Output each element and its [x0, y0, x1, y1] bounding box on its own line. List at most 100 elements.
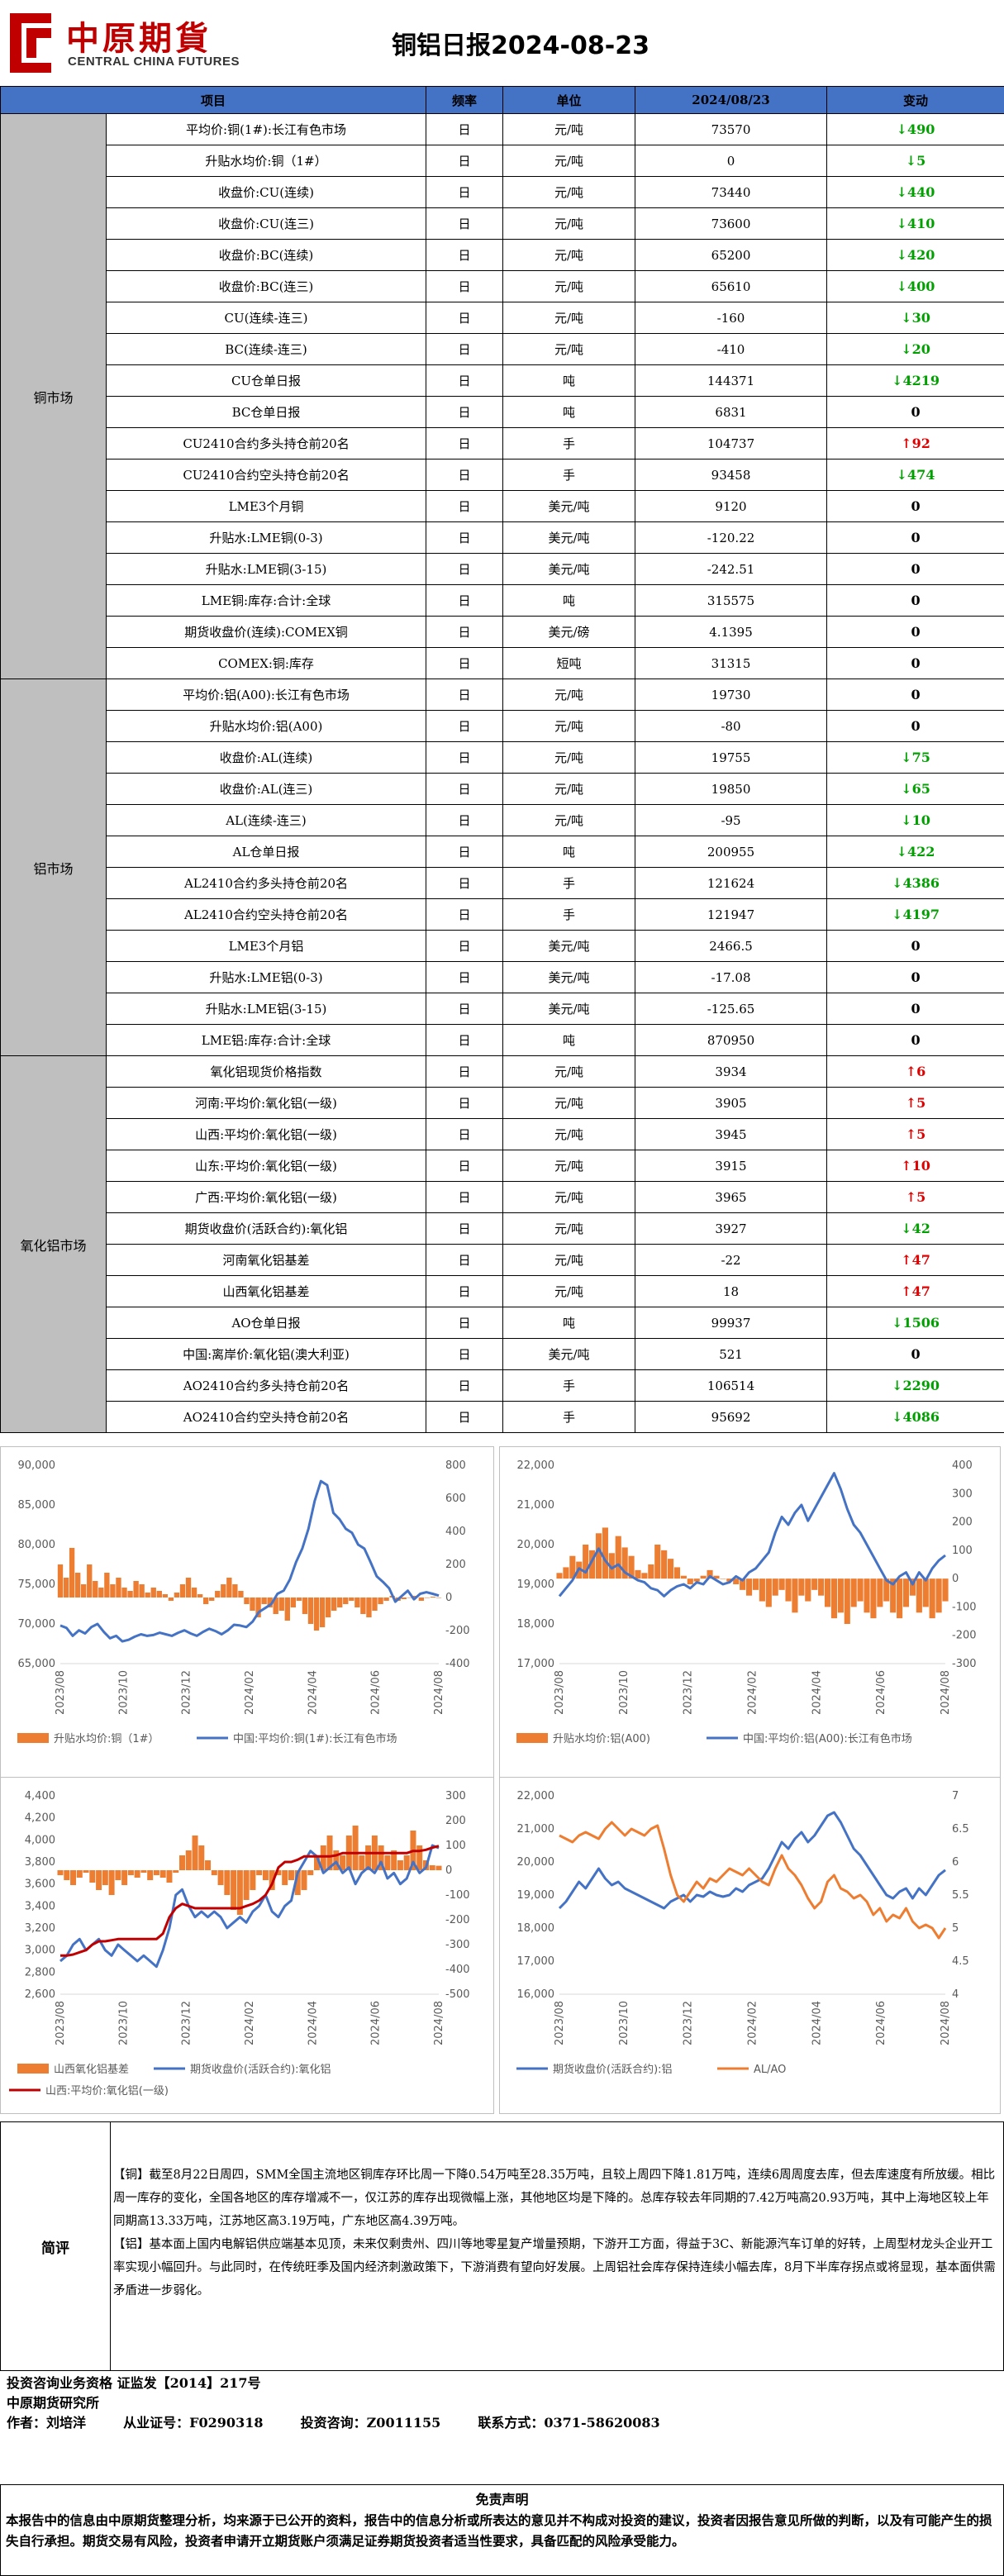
change-value: 0: [911, 938, 921, 954]
summary-section: 简评 【铜】截至8月22日周四，SMM全国主流地区铜库存环比周一下降0.54万吨…: [0, 2121, 1004, 2371]
bar-mark: [173, 1870, 179, 1873]
bar-mark: [178, 1855, 185, 1870]
bar-mark: [883, 1578, 890, 1602]
disclaimer-section: 免责声明 本报告中的信息由中原期货整理分析，均来源于已公开的资料，报告中的信息分…: [0, 2484, 1004, 2576]
change-value: 5: [916, 1189, 926, 1205]
item-name-cell: 河南氧化铝基差: [105, 1244, 427, 1276]
frequency-cell: 日: [426, 239, 504, 271]
bar-mark: [589, 1550, 596, 1579]
unit-cell: 元/吨: [502, 710, 636, 742]
table-row: AO2410合约空头持仓前20名日手 95692 ↓4086: [1, 1401, 1004, 1433]
y-right-tick-label: 100: [952, 1545, 973, 1557]
bar-mark: [221, 1584, 226, 1598]
bar-mark: [372, 1598, 378, 1611]
table-row: 升贴水:LME铝(3-15) 日美元/吨 -125.65 0: [1, 993, 1004, 1025]
series-line: [558, 1472, 946, 1598]
value-cell: 870950: [635, 1024, 828, 1056]
bar-mark: [121, 1870, 128, 1885]
change-value: 5: [916, 1126, 926, 1142]
bar-mark: [693, 1578, 700, 1582]
bar-mark: [275, 1870, 282, 1875]
y-right-tick-label: 0: [445, 1864, 452, 1877]
y-left-tick-label: 90,000: [18, 1459, 56, 1472]
bar-mark: [635, 1569, 641, 1579]
frequency-cell: 日: [426, 1369, 504, 1402]
bar-mark: [69, 1548, 75, 1598]
change-value: 47: [911, 1252, 930, 1268]
change-value: 30: [911, 310, 930, 326]
item-name-cell: 广西:平均价:氧化铝(一级): [105, 1181, 427, 1213]
bar-mark: [256, 1870, 263, 1875]
table-row: LME铜:库存:合计:全球日吨 315575 0: [1, 584, 1004, 617]
item-name-cell: 升贴水:LME铝(0-3): [105, 961, 427, 993]
value-cell: 19755: [635, 741, 828, 774]
bar-mark: [929, 1578, 935, 1619]
bar-mark: [418, 1598, 425, 1601]
bar-mark: [156, 1591, 162, 1598]
value-cell: 3915: [635, 1150, 828, 1182]
bar-mark: [365, 1845, 372, 1870]
bar-mark: [401, 1598, 407, 1599]
table-row: 河南:平均价:氧化铝(一级) 日元/吨 3905 ↑5: [1, 1087, 1004, 1119]
item-name-cell: AO2410合约多头持仓前20名: [105, 1369, 427, 1402]
bar-mark: [226, 1578, 232, 1598]
y-right-tick-label: 200: [445, 1815, 466, 1827]
value-cell: 4.1395: [635, 616, 828, 648]
bar-mark: [349, 1598, 354, 1601]
table-row: AL(连续-连三) 日元/吨 -95 ↓10: [1, 804, 1004, 836]
arrow-up-icon: ↑: [905, 1095, 917, 1111]
bar-mark: [713, 1575, 720, 1579]
section-label: 氧化铝市场: [0, 1055, 107, 1433]
item-name-cell: 收盘价:AL(连续): [105, 741, 427, 774]
value-cell: 121624: [635, 867, 828, 899]
change-value: 0: [911, 687, 921, 702]
item-name-cell: 河南:平均价:氧化铝(一级): [105, 1087, 427, 1119]
change-cell: ↑92: [826, 427, 1004, 459]
table-row: 升贴水:LME铜(0-3) 日美元/吨 -120.22 0: [1, 521, 1004, 554]
frequency-cell: 日: [426, 647, 504, 679]
change-cell: ↑47: [826, 1275, 1004, 1307]
change-cell: ↓4386: [826, 867, 1004, 899]
bar-mark: [145, 1593, 150, 1598]
unit-cell: 元/吨: [502, 1055, 636, 1088]
frequency-cell: 日: [426, 207, 504, 240]
frequency-cell: 日: [426, 333, 504, 365]
arrow-down-icon: ↓: [901, 812, 912, 828]
y-right-tick-label: 4.5: [952, 1955, 969, 1968]
y-left-tick-label: 3,600: [25, 1878, 55, 1891]
change-value: 0: [911, 1032, 921, 1048]
value-cell: 9120: [635, 490, 828, 522]
bar-mark: [153, 1870, 159, 1875]
bar-mark: [93, 1581, 98, 1598]
bar-mark: [700, 1575, 707, 1579]
y-right-tick-label: 200: [952, 1517, 973, 1529]
table-row: 收盘价:AL(连三) 日元/吨 19850 ↓65: [1, 773, 1004, 805]
item-name-cell: AL(连续-连三): [105, 804, 427, 836]
bar-mark: [343, 1598, 349, 1604]
table-header-row: 项目 频率 单位 2024/08/23 变动: [0, 86, 1004, 114]
al-ao-ratio-chart: 22,000 21,000 20,000 19,000 18,000 17,000 16,0…: [499, 1777, 1001, 2114]
bar-mark: [602, 1527, 608, 1579]
bar-mark: [680, 1575, 687, 1579]
item-name-cell: 收盘价:BC(连三): [105, 270, 427, 302]
author-name: 作者：刘培洋: [7, 2415, 87, 2431]
y-right-tick-label: 600: [445, 1493, 466, 1505]
item-name-cell: 期货收盘价(连续):COMEX铜: [105, 616, 427, 648]
change-cell: ↓75: [826, 741, 1004, 774]
table-row: 山东:平均价:氧化铝(一级) 日元/吨 3915 ↑10: [1, 1150, 1004, 1182]
value-cell: -17.08: [635, 961, 828, 993]
change-value: 4219: [902, 373, 940, 388]
y-right-tick-label: 300: [445, 1790, 466, 1802]
x-tick-label: 2024/04: [811, 2001, 823, 2045]
unit-cell: 短吨: [502, 647, 636, 679]
y-left-tick-label: 4,000: [25, 1834, 55, 1846]
bar-mark: [320, 1845, 326, 1870]
bar-mark: [673, 1567, 681, 1579]
bar-mark: [745, 1578, 753, 1596]
arrow-down-icon: ↓: [892, 1409, 903, 1425]
unit-cell: 元/吨: [502, 1118, 636, 1150]
bar-mark: [307, 1870, 314, 1875]
logo-chinese-name: 中原期貨: [66, 20, 212, 58]
value-cell: 31315: [635, 647, 828, 679]
bar-mark: [595, 1533, 602, 1579]
